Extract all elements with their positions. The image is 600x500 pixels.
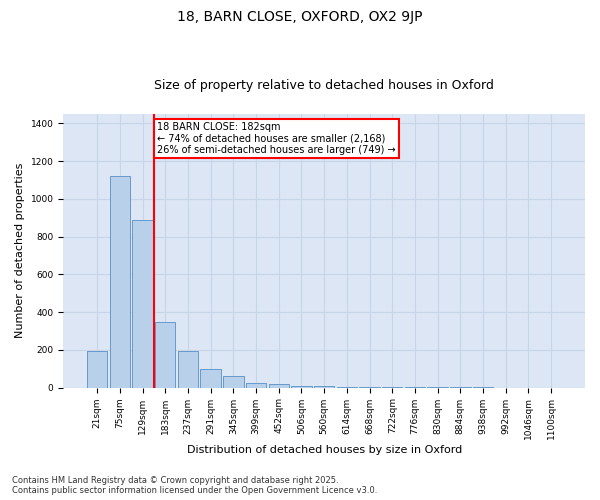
Text: 18, BARN CLOSE, OXFORD, OX2 9JP: 18, BARN CLOSE, OXFORD, OX2 9JP [177,10,423,24]
Text: Contains HM Land Registry data © Crown copyright and database right 2025.
Contai: Contains HM Land Registry data © Crown c… [12,476,377,495]
Bar [246,383,266,388]
Y-axis label: Number of detached properties: Number of detached properties [15,163,25,338]
Bar [87,351,107,388]
Bar [110,176,130,388]
Bar [359,387,380,388]
Bar [269,384,289,388]
Bar [291,386,311,388]
Bar [178,351,198,388]
Bar [223,376,244,388]
Bar [337,386,357,388]
Bar [314,386,334,388]
Text: 18 BARN CLOSE: 182sqm
← 74% of detached houses are smaller (2,168)
26% of semi-d: 18 BARN CLOSE: 182sqm ← 74% of detached … [157,122,396,154]
Bar [200,368,221,388]
Bar [155,322,175,388]
Title: Size of property relative to detached houses in Oxford: Size of property relative to detached ho… [154,79,494,92]
Bar [133,220,153,388]
X-axis label: Distribution of detached houses by size in Oxford: Distribution of detached houses by size … [187,445,462,455]
